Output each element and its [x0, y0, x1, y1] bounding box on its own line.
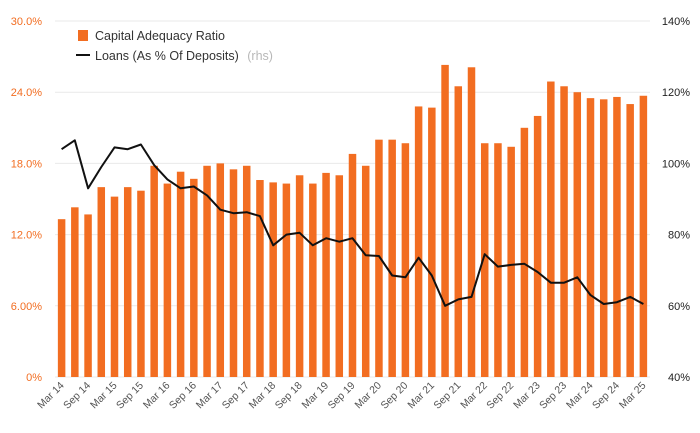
bar — [454, 86, 463, 378]
bar — [348, 153, 357, 377]
x-tick-label: Sep 16 — [167, 380, 199, 412]
x-tick-label: Sep 15 — [114, 380, 146, 412]
x-tick-label: Mar 21 — [405, 380, 437, 412]
bar — [176, 171, 185, 377]
bar — [322, 172, 330, 377]
x-tick-label: Mar 17 — [194, 380, 226, 412]
left-axis: 0% 6.00% 12.0% 18.0% 24.0% 30.0% — [11, 16, 42, 384]
left-tick-label: 18.0% — [11, 158, 42, 170]
right-tick-label: 140% — [662, 16, 690, 28]
x-tick-label: Mar 20 — [352, 380, 384, 412]
bar — [84, 214, 92, 377]
bar — [533, 115, 542, 377]
bar — [110, 196, 119, 377]
x-tick-label: Sep 17 — [220, 380, 252, 412]
right-tick-label: 80% — [668, 230, 690, 242]
bar — [388, 139, 396, 377]
bar — [361, 165, 370, 377]
right-tick-label: 100% — [662, 158, 690, 170]
bar — [414, 106, 423, 377]
bar — [335, 175, 344, 377]
bar-series-capital-adequacy — [57, 64, 648, 378]
bar — [375, 139, 383, 377]
x-tick-label: Mar 16 — [141, 380, 173, 412]
bar — [586, 98, 595, 377]
bar — [269, 182, 277, 377]
x-tick-label: Mar 25 — [617, 380, 649, 412]
x-tick-label: Mar 14 — [35, 380, 67, 412]
bar — [229, 169, 238, 377]
right-tick-label: 40% — [668, 372, 690, 384]
bar — [441, 64, 449, 377]
bar — [123, 187, 132, 377]
x-tick-label: Sep 22 — [484, 380, 516, 412]
bar — [137, 190, 145, 377]
bar — [256, 180, 264, 377]
bar — [401, 143, 410, 377]
legend: Capital Adequacy Ratio Loans (As % Of De… — [76, 29, 273, 64]
loans-line — [61, 139, 644, 307]
bar — [150, 165, 158, 377]
bar — [467, 67, 476, 377]
right-tick-label: 60% — [668, 301, 690, 313]
left-tick-label: 0% — [26, 372, 42, 384]
legend-label-line: Loans (As % Of Deposits) (rhs) — [95, 47, 273, 64]
x-tick-label: Mar 24 — [564, 380, 596, 412]
x-tick-label: Sep 21 — [431, 380, 463, 412]
bar — [216, 163, 225, 377]
bar — [494, 143, 502, 377]
x-tick-label: Sep 19 — [326, 380, 358, 412]
bar — [507, 146, 515, 377]
bar — [282, 183, 291, 377]
x-tick-label: Sep 14 — [61, 380, 93, 412]
bar — [520, 127, 529, 377]
bar — [480, 143, 489, 377]
bar — [203, 165, 211, 377]
left-tick-label: 12.0% — [11, 230, 42, 242]
right-axis: 40% 60% 80% 100% 120% 140% — [662, 16, 690, 384]
x-tick-label: Mar 22 — [458, 380, 490, 412]
x-tick-label: Sep 20 — [378, 380, 410, 412]
x-tick-label: Mar 15 — [88, 380, 120, 412]
left-tick-label: 24.0% — [11, 87, 42, 99]
bar — [295, 175, 304, 377]
bar — [547, 81, 555, 378]
bar — [639, 95, 648, 377]
bar — [57, 219, 66, 377]
legend-label-bar: Capital Adequacy Ratio — [95, 29, 225, 43]
x-tick-label: Mar 23 — [511, 380, 543, 412]
bar — [97, 187, 106, 377]
x-tick-label: Sep 18 — [273, 380, 305, 412]
right-tick-label: 120% — [662, 87, 690, 99]
x-tick-label: Sep 24 — [590, 380, 622, 412]
bar — [428, 107, 436, 378]
bar — [613, 96, 621, 378]
x-tick-label: Mar 19 — [300, 380, 332, 412]
bar — [190, 178, 198, 377]
bar — [599, 99, 608, 377]
legend-line-note: (rhs) — [247, 49, 273, 63]
bar — [573, 92, 582, 377]
legend-swatch-bar — [78, 30, 88, 41]
bar — [560, 86, 568, 378]
left-tick-label: 30.0% — [11, 16, 42, 28]
line-series-loans — [61, 139, 644, 307]
legend-line-name: Loans (As % Of Deposits) — [95, 49, 239, 63]
x-tick-label: Sep 23 — [537, 380, 569, 412]
bar — [242, 165, 251, 377]
x-tick-label: Mar 18 — [247, 380, 279, 412]
left-tick-label: 6.00% — [11, 301, 42, 313]
bar — [71, 207, 79, 377]
bar — [163, 183, 172, 377]
bar — [626, 104, 634, 378]
bar — [309, 183, 317, 377]
